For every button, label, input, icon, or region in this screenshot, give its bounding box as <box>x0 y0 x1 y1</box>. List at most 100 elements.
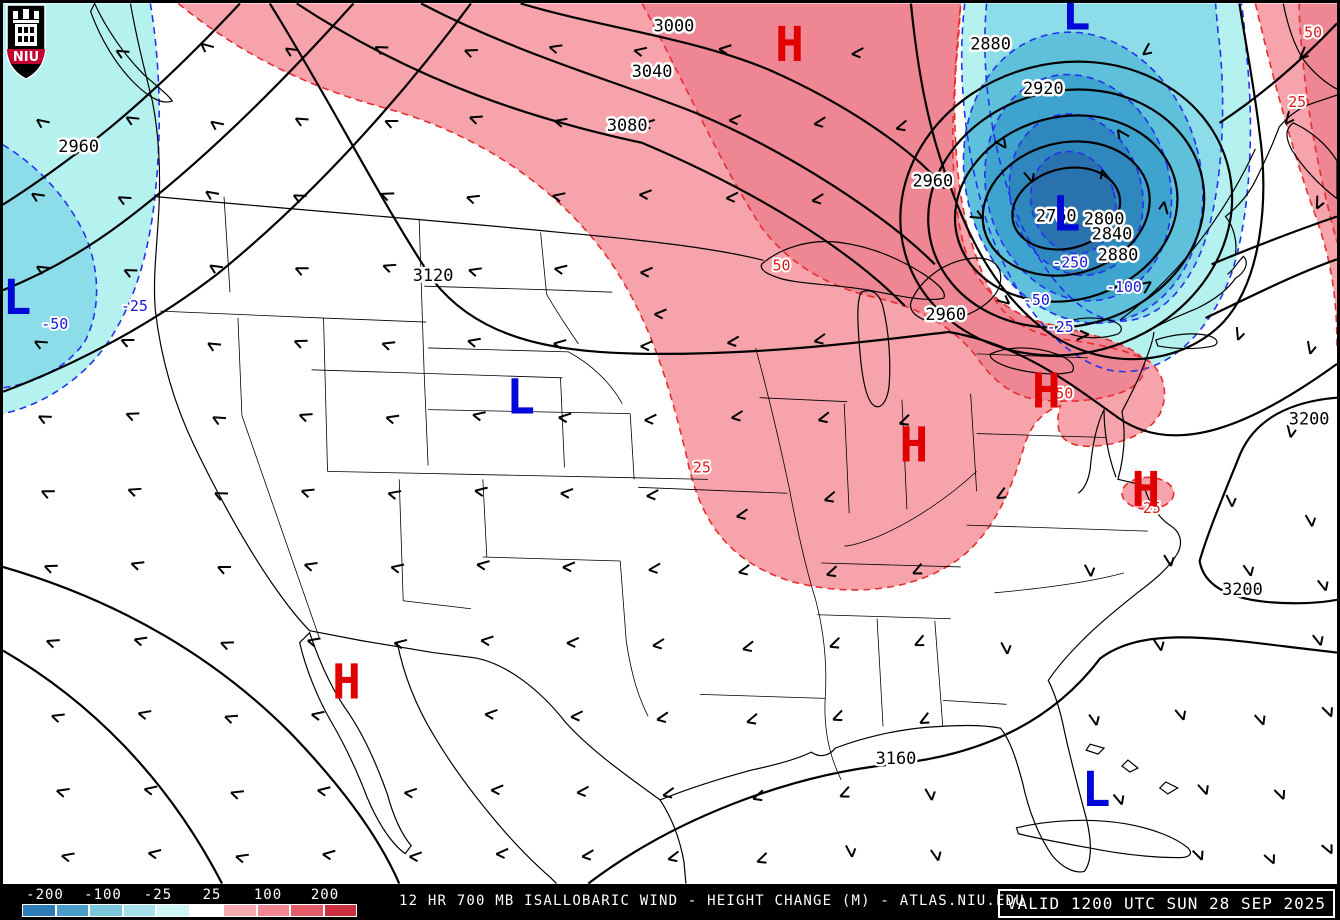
wind-barb <box>646 489 659 501</box>
wind-barb <box>1304 514 1317 527</box>
legend-color-block <box>22 904 56 917</box>
wind-barb <box>147 849 162 860</box>
wind-barb <box>633 46 648 57</box>
wind-barb <box>230 790 244 800</box>
wind-barb <box>851 47 864 59</box>
map-canvas: 2960 3000 3040 3080 3120 2880 2920 2760 2800 2840… <box>3 3 1337 884</box>
legend-color-block <box>89 904 123 917</box>
wind-barb <box>1141 281 1152 294</box>
height-contour-2920 <box>899 60 1234 357</box>
wind-barb <box>127 487 142 497</box>
pressure-center-h: H <box>900 418 929 473</box>
isallobar-label: -100 <box>1106 278 1142 296</box>
isallobar-label: -50 <box>41 315 68 333</box>
pressure-center-h: H <box>1032 365 1061 420</box>
wind-barb <box>293 339 308 349</box>
height-contours <box>3 3 1337 884</box>
wind-barb <box>644 413 657 425</box>
wind-barb <box>996 294 1011 305</box>
height-contour-3000 <box>520 3 946 190</box>
wind-barb <box>639 189 653 201</box>
legend-color-block <box>290 904 324 917</box>
wind-barb <box>44 564 58 574</box>
contour-label: 2840 <box>1092 223 1133 243</box>
wind-barb <box>1284 110 1295 125</box>
wind-barb <box>41 490 55 499</box>
wind-barb <box>143 785 158 796</box>
pressure-center-l: L <box>3 271 31 326</box>
wind-barb <box>1321 844 1333 855</box>
height-contour-3200 <box>1198 396 1337 605</box>
pressure-center-h: H <box>775 18 804 73</box>
wind-barb <box>301 488 315 498</box>
contour-label: 2920 <box>1023 78 1064 98</box>
wind-barb <box>725 191 739 203</box>
wind-barb <box>581 849 594 861</box>
isallobar-label: 25 <box>693 458 711 476</box>
wind-barb <box>403 787 418 799</box>
wind-barb <box>924 788 936 801</box>
wind-barb <box>562 561 576 573</box>
wind-barb <box>1116 129 1130 140</box>
wind-barb <box>829 637 840 649</box>
wind-barb <box>317 786 331 797</box>
isallobar-label: 25 <box>1288 93 1306 111</box>
wind-barb <box>209 264 224 274</box>
height-contour-2960-nw <box>3 3 241 206</box>
wind-barb <box>298 413 313 423</box>
niu-castle-windows <box>18 27 34 42</box>
pressure-center-l: L <box>1062 3 1091 41</box>
wind-barb <box>382 263 397 273</box>
wind-barbs-layer <box>31 42 1333 865</box>
wind-barb <box>31 192 45 203</box>
contour-label: 3080 <box>607 115 648 135</box>
wind-barb <box>117 196 132 206</box>
wind-barb <box>1191 850 1204 861</box>
wind-barb <box>826 565 838 578</box>
wind-barb <box>61 852 75 863</box>
legend-tick-label: 25 <box>202 887 222 903</box>
legend-color-block <box>223 904 257 917</box>
wind-barb <box>466 194 480 205</box>
legend-color-block <box>189 904 223 917</box>
wind-barb <box>115 49 130 59</box>
isallobar-label: -25 <box>121 297 148 315</box>
wind-barb <box>576 785 590 798</box>
contour-label: 2880 <box>970 33 1011 53</box>
legend-color-block <box>122 904 156 917</box>
wind-barb <box>294 267 309 276</box>
wind-barb <box>311 710 325 721</box>
wind-barb <box>1153 639 1165 652</box>
height-contour-3160-east <box>587 636 1337 884</box>
wind-barb <box>284 47 299 57</box>
wind-barb <box>1316 579 1329 592</box>
wind-barb <box>738 564 750 576</box>
wind-barb <box>553 339 567 350</box>
wind-barb <box>474 486 488 497</box>
wind-barb <box>304 562 318 572</box>
wind-barb <box>640 340 653 352</box>
wind-barb <box>224 714 238 724</box>
wind-barb <box>1158 201 1169 215</box>
isallobar-label: 50 <box>1055 385 1073 403</box>
wind-barb <box>1088 713 1100 726</box>
wind-barb <box>1163 554 1175 567</box>
isallobar-label: -50 <box>1023 291 1050 309</box>
wind-barb <box>817 411 830 424</box>
height-contour-2800 <box>981 140 1151 277</box>
wind-barb <box>220 641 234 651</box>
legend-color-scale <box>22 904 357 917</box>
wind-barb <box>746 713 758 725</box>
height-contour-2760 <box>1011 166 1122 251</box>
contour-label: 2800 <box>1084 208 1125 228</box>
wind-barb <box>552 192 566 203</box>
wind-barb <box>558 412 572 424</box>
wind-barb <box>495 847 509 859</box>
niu-logo-text: NIU <box>13 50 39 65</box>
bottom-bar: -200 -100 -25 25 100 200 12 HR 700 MB ISALLOB… <box>0 884 1340 920</box>
wind-barb <box>1076 329 1089 341</box>
wind-barb <box>205 190 220 200</box>
wind-barb <box>307 637 321 648</box>
wind-barb <box>731 410 744 422</box>
